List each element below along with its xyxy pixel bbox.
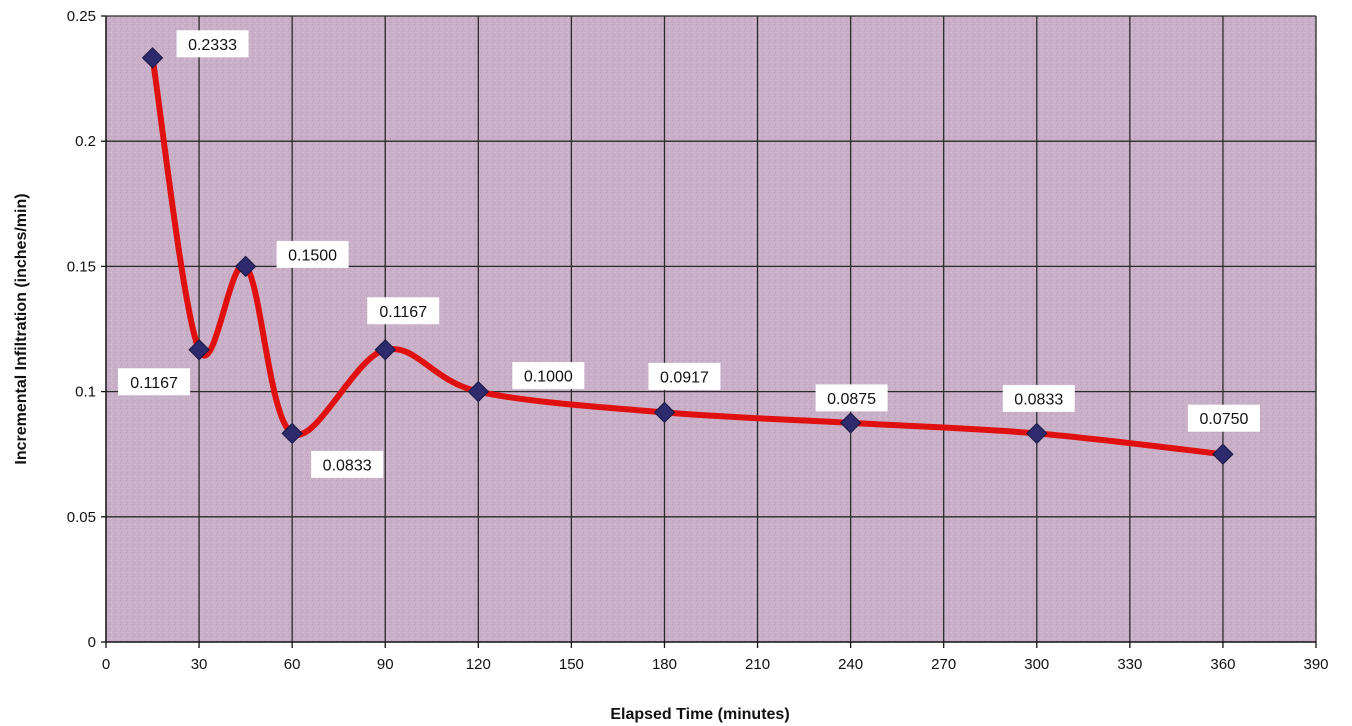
data-label-text: 0.1167 — [130, 375, 178, 392]
data-label-box — [648, 362, 721, 390]
data-label-text: 0.2333 — [188, 37, 237, 54]
data-label-text: 0.1167 — [379, 304, 427, 321]
data-point-marker — [374, 339, 396, 361]
data-label-box — [176, 30, 249, 58]
data-point-marker — [141, 47, 164, 69]
x-tick-label: 150 — [559, 656, 584, 673]
x-axis-title: Elapsed Time (minutes) — [610, 706, 789, 723]
x-tick-label: 390 — [1303, 656, 1328, 673]
data-label: 0.0833 — [311, 450, 384, 478]
x-tick-label: 90 — [377, 656, 394, 673]
x-tick-label: 210 — [745, 656, 770, 673]
data-label-text: 0.1500 — [288, 247, 337, 264]
data-point-marker — [839, 412, 862, 434]
data-label-box — [815, 384, 888, 412]
x-tick-label: 360 — [1210, 656, 1235, 673]
y-tick-label: 0.25 — [67, 8, 96, 25]
data-label-box — [1002, 384, 1075, 412]
x-tick-label: 300 — [1024, 656, 1049, 673]
y-tick-label: 0.2 — [75, 133, 96, 150]
x-tick-label: 30 — [191, 656, 208, 673]
data-label: 0.1000 — [512, 362, 585, 390]
data-label-box — [1187, 404, 1260, 432]
data-label-box — [512, 362, 585, 390]
y-tick-label: 0 — [88, 634, 96, 651]
data-label: 0.1167 — [367, 297, 440, 325]
x-tick-label: 240 — [838, 656, 863, 673]
data-point-marker — [653, 401, 676, 424]
tick-labels: 0 0.05 0.1 0.15 0.2 0.25 0 30 60 90 120 150 180 210 24… — [67, 8, 1329, 673]
x-tick-label: 60 — [284, 656, 301, 673]
plot-area — [106, 16, 1316, 642]
data-label: 0.0750 — [1187, 404, 1260, 432]
data-point-marker — [467, 380, 490, 403]
y-axis-title: Incremental Infiltration (inches/min) — [13, 193, 30, 464]
data-label: 0.0875 — [815, 384, 888, 412]
data-label-text: 0.0750 — [1199, 411, 1248, 428]
data-label: 0.1167 — [118, 368, 191, 396]
data-point-marker — [1026, 422, 1048, 445]
data-label-text: 0.0833 — [323, 457, 372, 474]
data-label-box — [367, 297, 440, 325]
data-label: 0.2333 — [176, 30, 249, 58]
data-label-text: 0.1000 — [524, 369, 573, 386]
y-tick-label: 0.05 — [67, 509, 96, 526]
x-tick-label: 180 — [652, 656, 677, 673]
x-tick-label: 0 — [102, 656, 110, 673]
series-line — [149, 54, 1226, 458]
data-labels: 0.2333 0.1167 0.1500 0.0833 0.1167 0.1000 0.09… — [118, 30, 1260, 478]
data-point-marker — [1212, 443, 1234, 465]
data-label-text: 0.0917 — [660, 369, 709, 386]
x-tick-label: 330 — [1117, 656, 1142, 673]
data-label-text: 0.0833 — [1014, 391, 1063, 408]
data-label: 0.1500 — [276, 240, 349, 268]
data-point-marker — [188, 339, 210, 361]
y-tick-label: 0.15 — [67, 258, 96, 275]
x-tick-label: 120 — [466, 656, 491, 673]
data-label-box — [311, 450, 384, 478]
x-tick-label: 270 — [931, 656, 956, 673]
data-label-box — [276, 240, 349, 268]
data-label-text: 0.0875 — [827, 391, 876, 408]
data-point-marker — [234, 255, 257, 278]
data-label: 0.0833 — [1002, 384, 1075, 412]
y-tick-label: 0.1 — [75, 384, 96, 401]
data-label-box — [118, 368, 191, 396]
data-point-marker — [281, 422, 303, 445]
axes — [101, 15, 1317, 648]
series-markers — [141, 47, 1234, 465]
data-label: 0.0917 — [648, 362, 721, 390]
